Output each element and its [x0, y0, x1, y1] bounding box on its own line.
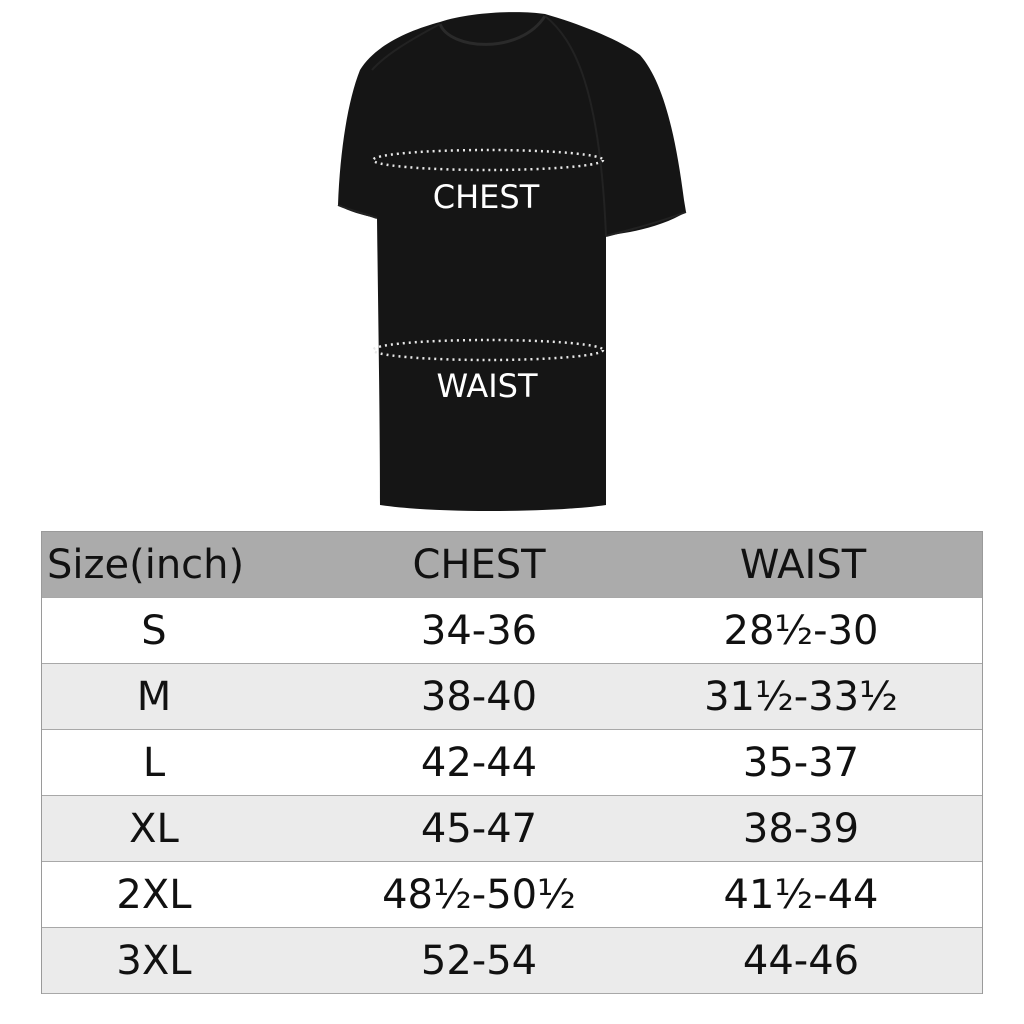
tshirt-sleeve-seam [337, 15, 687, 237]
cell-size: M [136, 674, 172, 720]
cell-size: L [142, 740, 166, 786]
cell-chest: 48½-50½ [382, 872, 576, 918]
cell-size: 2XL [116, 872, 192, 918]
tshirt-body [338, 12, 686, 512]
table-row: S 34-36 28½-30 [42, 598, 982, 664]
cell-waist: 28½-30 [723, 608, 879, 654]
cell-size: 3XL [116, 938, 192, 984]
cell-chest: 38-40 [420, 674, 538, 720]
header-size: Size(inch) [47, 542, 245, 588]
cell-chest: 52-54 [420, 938, 538, 984]
cell-chest: 34-36 [420, 608, 538, 654]
table-row: 3XL 52-54 44-46 [42, 928, 982, 994]
cell-waist: 44-46 [742, 938, 860, 984]
cell-waist: 41½-44 [723, 872, 879, 918]
table-header-row: Size(inch) CHEST WAIST [42, 532, 982, 598]
table-row: 2XL 48½-50½ 41½-44 [42, 862, 982, 928]
cell-size: XL [129, 806, 179, 852]
cell-waist: 38-39 [742, 806, 860, 852]
header-chest: CHEST [412, 542, 546, 588]
table-row: M 38-40 31½-33½ [42, 664, 982, 730]
waist-measure-line [371, 338, 605, 362]
chest-measure-line [371, 148, 605, 172]
header-waist: WAIST [739, 542, 867, 588]
cell-waist: 31½-33½ [704, 674, 898, 720]
cell-chest: 42-44 [420, 740, 538, 786]
tshirt-illustration [337, 12, 687, 512]
chest-label: CHEST [432, 178, 540, 216]
cell-size: S [141, 608, 167, 654]
table-row: L 42-44 35-37 [42, 730, 982, 796]
cell-chest: 45-47 [420, 806, 538, 852]
tshirt-collar [438, 15, 547, 46]
table-row: XL 45-47 38-39 [42, 796, 982, 862]
waist-label: WAIST [436, 367, 538, 405]
cell-waist: 35-37 [742, 740, 860, 786]
size-chart-table: Size(inch) CHEST WAIST S 34-36 28½-30 M 38-4… [41, 531, 983, 994]
